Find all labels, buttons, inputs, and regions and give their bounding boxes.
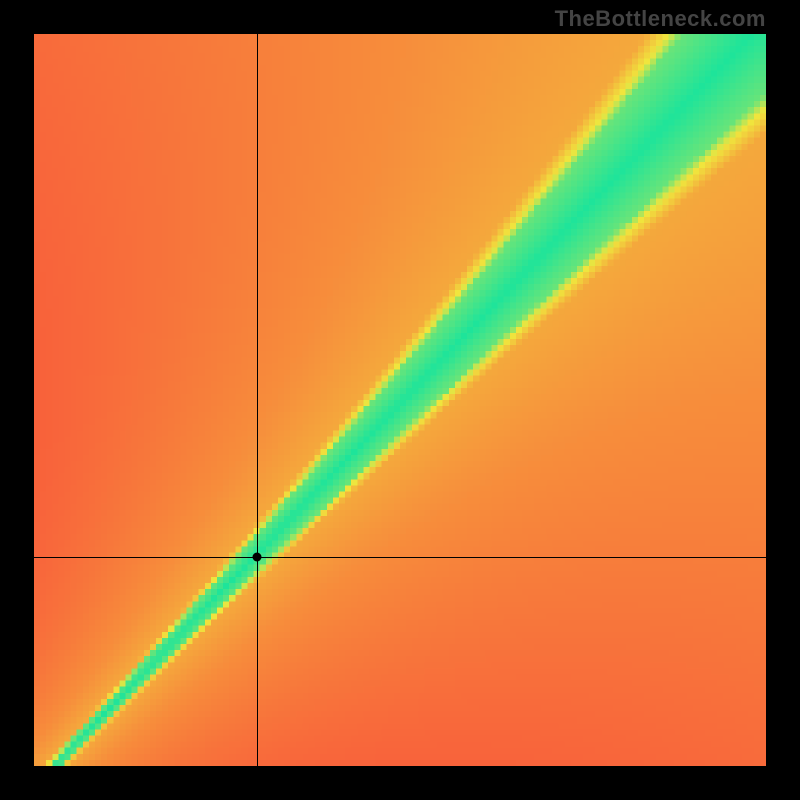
data-point-marker bbox=[253, 553, 262, 562]
watermark-text: TheBottleneck.com bbox=[555, 6, 766, 32]
crosshair-horizontal bbox=[34, 557, 766, 558]
heatmap-canvas bbox=[34, 34, 766, 766]
bottleneck-heatmap bbox=[34, 34, 766, 766]
crosshair-vertical bbox=[257, 34, 258, 766]
